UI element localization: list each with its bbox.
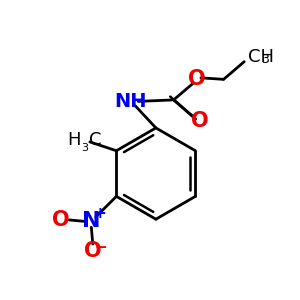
Text: N: N (82, 212, 100, 231)
Text: CH: CH (248, 48, 274, 66)
Text: 3: 3 (261, 53, 269, 66)
Text: O: O (84, 241, 102, 261)
Text: −: − (95, 240, 107, 255)
Text: O: O (191, 111, 209, 130)
Text: NH: NH (115, 92, 147, 111)
Text: 3: 3 (81, 143, 88, 153)
Text: +: + (94, 206, 106, 221)
Text: O: O (52, 210, 69, 230)
Text: H: H (68, 131, 81, 149)
Text: O: O (188, 69, 206, 89)
Text: C: C (89, 131, 101, 149)
